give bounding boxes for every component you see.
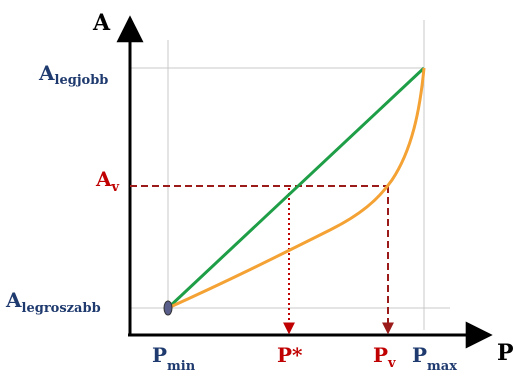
y-axis-title: A <box>92 10 111 36</box>
label-p-v: Pv <box>373 343 396 371</box>
label-p-star: P* <box>277 343 303 367</box>
linear-utility-line <box>166 66 426 310</box>
label-a-worst: Alegroszabb <box>5 288 101 316</box>
label-p-max: Pmax <box>412 343 457 374</box>
start-point-marker <box>163 300 173 316</box>
x-axis-title: P <box>497 340 514 366</box>
convex-utility-curve <box>167 67 426 310</box>
label-a-best: Alegjobb <box>38 61 108 88</box>
label-p-min: Pmin <box>152 343 196 374</box>
label-a-v: Av <box>95 167 120 195</box>
